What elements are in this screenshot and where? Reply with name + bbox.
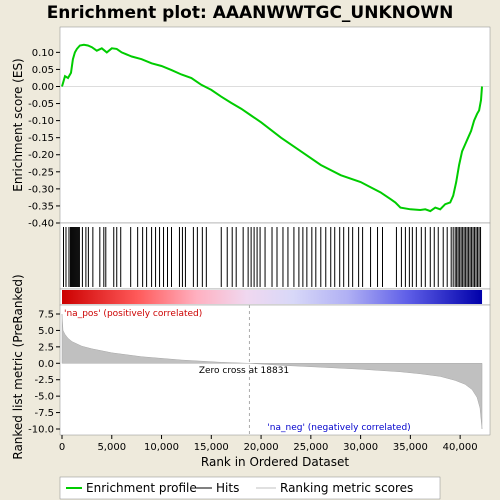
x-tick-label: 0 [59, 442, 65, 453]
metric-tick-label: -2.5 [34, 375, 54, 386]
legend-label-metric: Ranking metric scores [280, 481, 413, 495]
x-tick-label: 5,000 [97, 442, 126, 453]
metric-tick-label: 0.0 [38, 359, 54, 370]
legend-box [59, 476, 441, 500]
metric-y-ticks: 7.5 5.0 2.5 0.0 -2.5 -5.0 -7.5 -10.0 [28, 310, 60, 436]
hits-panel-frame [59, 222, 491, 290]
metric-tick-label: 7.5 [38, 310, 54, 321]
ranking-metric-area [61, 313, 483, 430]
x-axis-ticks: 0 5,000 10,000 15,000 20,000 25,000 30,000 35,0… [59, 435, 478, 453]
x-tick-label: 10,000 [144, 442, 179, 453]
metric-y-axis-label: Ranked list metric (PreRanked) [11, 274, 25, 459]
es-tick-label: 0.00 [32, 82, 54, 93]
legend-label-hits: Hits [216, 481, 239, 495]
x-tick-label: 40,000 [443, 442, 478, 453]
x-tick-label: 15,000 [194, 442, 229, 453]
es-panel-frame [59, 26, 491, 224]
metric-tick-label: 2.5 [38, 342, 54, 353]
es-tick-label: -0.05 [28, 99, 54, 110]
hit-marks [62, 227, 482, 287]
es-tick-label: 0.05 [32, 65, 54, 76]
zero-cross-label: Zero cross at 18831 [199, 366, 289, 376]
legend: Enrichment profile Hits Ranking metric s… [59, 476, 441, 500]
es-tick-label: -0.10 [28, 116, 54, 127]
es-tick-label: -0.30 [28, 184, 54, 195]
es-tick-label: -0.40 [28, 219, 54, 230]
es-y-ticks: 0.10 0.05 0.00 -0.05 -0.10 -0.15 -0.20 -0.25 -0.… [28, 48, 60, 230]
x-tick-label: 30,000 [343, 442, 378, 453]
metric-tick-label: -5.0 [34, 392, 54, 403]
color-bar-gradient [62, 290, 483, 304]
es-tick-label: -0.15 [28, 133, 54, 144]
metric-tick-label: 5.0 [38, 326, 54, 337]
metric-tick-label: -10.0 [28, 425, 54, 436]
es-tick-label: -0.20 [28, 150, 54, 161]
rank-color-bar [59, 288, 491, 306]
es-tick-label: 0.10 [32, 48, 54, 59]
es-tick-label: -0.35 [28, 201, 54, 212]
x-tick-label: 20,000 [244, 442, 279, 453]
hits-panel [59, 222, 491, 290]
es-tick-label: -0.25 [28, 167, 54, 178]
positive-correlation-label: 'na_pos' (positively correlated) [64, 309, 202, 319]
es-panel: 0.10 0.05 0.00 -0.05 -0.10 -0.15 -0.20 -0.25 -0.… [28, 26, 491, 230]
chart-title: Enrichment plot: AAANWWTGC_UNKNOWN [47, 3, 454, 23]
x-tick-label: 25,000 [293, 442, 328, 453]
negative-correlation-label: 'na_neg' (negatively correlated) [267, 423, 410, 433]
metric-tick-label: -7.5 [34, 408, 54, 419]
legend-label-profile: Enrichment profile [86, 481, 197, 495]
x-tick-label: 35,000 [393, 442, 428, 453]
metric-panel: 7.5 5.0 2.5 0.0 -2.5 -5.0 -7.5 -10.0 'na_pos' (… [28, 304, 491, 436]
enrichment-profile-line [61, 43, 483, 213]
es-y-axis-label: Enrichment score (ES) [11, 58, 25, 191]
x-axis-label: Rank in Ordered Dataset [201, 455, 349, 469]
